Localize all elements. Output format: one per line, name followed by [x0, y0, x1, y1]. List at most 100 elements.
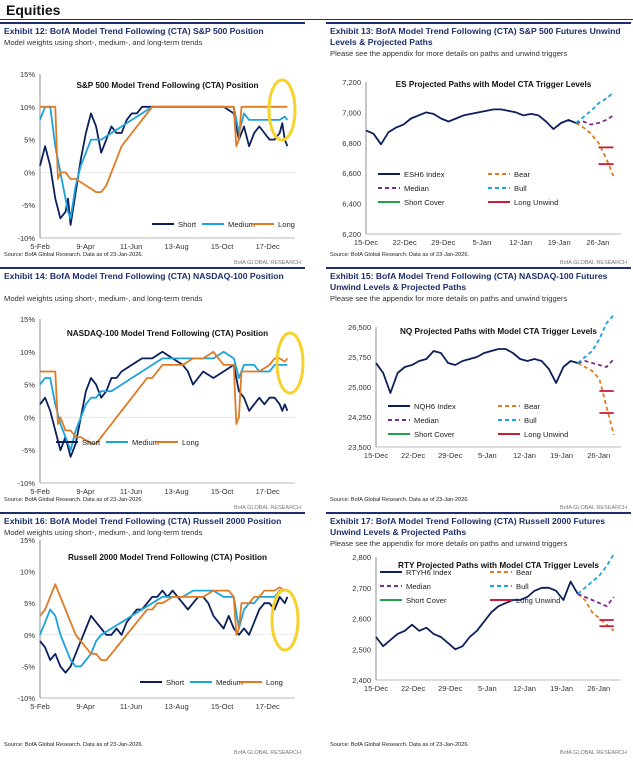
panel-rule	[0, 22, 305, 24]
legend-label-median: Median	[414, 416, 439, 425]
x-tick-label: 13-Aug	[165, 487, 189, 496]
y-tick-label: 26,500	[348, 323, 371, 332]
brand-label: BofA GLOBAL RESEARCH	[559, 505, 627, 511]
legend-label-bear: Bear	[514, 170, 531, 179]
legend-label-long-unwind: Long Unwind	[524, 430, 568, 439]
source-note: Source: BofA Global Research. Data as of…	[330, 497, 469, 503]
legend-label-medium: Medium	[228, 220, 255, 229]
legend-label-long: Long	[182, 438, 199, 447]
y-tick-label: 6,600	[342, 169, 361, 178]
y-tick-label: -5%	[22, 662, 36, 671]
chart-title: ES Projected Paths with Model CTA Trigge…	[396, 80, 592, 89]
legend-label-long: Long	[266, 678, 283, 687]
legend-label-bull: Bull	[524, 416, 537, 425]
series-long	[40, 350, 289, 445]
series-short	[39, 350, 289, 458]
series-bear	[577, 362, 615, 436]
x-tick-label: 22-Dec	[393, 238, 417, 247]
series-bear	[577, 593, 615, 632]
panel-exhibit-16: Exhibit 16: BofA Model Trend Following (…	[0, 512, 305, 757]
exhibit-subtitle: Model weights using short-, medium-, and…	[4, 528, 203, 537]
legend-label-median: Median	[404, 184, 429, 193]
legend-label-long-unwind: Long Unwind	[516, 596, 560, 605]
y-tick-label: 10%	[20, 103, 35, 112]
exhibit-title: Exhibit 13: BofA Model Trend Following (…	[330, 26, 621, 47]
y-tick-label: 6,800	[342, 139, 361, 148]
source-note: Source: BofA Global Research. Data as of…	[4, 742, 143, 748]
x-tick-label: 17-Dec	[256, 242, 280, 251]
x-tick-label: 29-Dec	[431, 238, 455, 247]
y-tick-label: 24,250	[348, 413, 371, 422]
series-short	[39, 105, 289, 226]
highlight-circle	[275, 331, 305, 395]
exhibit-title: Exhibit 12: BofA Model Trend Following (…	[4, 26, 264, 36]
source-note: Source: BofA Global Research. Data as of…	[330, 742, 469, 748]
panel-rule	[326, 22, 631, 24]
x-tick-label: 29-Dec	[438, 451, 462, 460]
y-tick-label: 25,750	[348, 353, 371, 362]
chart-title: Russell 2000 Model Trend Following (CTA)…	[68, 553, 267, 562]
y-tick-label: 25,000	[348, 383, 371, 392]
panel-rule	[0, 267, 305, 269]
chart-nasdaq-cta-position: NASDAQ-100 Model Trend Following (CTA) P…	[17, 315, 305, 496]
y-tick-label: 0%	[24, 168, 35, 177]
legend-label-bear: Bear	[516, 568, 533, 577]
panel-exhibit-14: Exhibit 14: BofA Model Trend Following (…	[0, 267, 305, 512]
panel-rule	[326, 267, 631, 269]
series-long	[40, 105, 288, 193]
x-tick-label: 15-Dec	[354, 238, 378, 247]
x-tick-label: 11-Jun	[120, 242, 142, 251]
y-tick-label: 5%	[24, 381, 35, 390]
legend-label-short-cover: Short Cover	[406, 596, 447, 605]
x-tick-label: 26-Jan	[587, 451, 610, 460]
legend-label-bull: Bull	[514, 184, 527, 193]
series-long	[39, 583, 288, 661]
exhibit-title: Exhibit 15: BofA Model Trend Following (…	[330, 271, 608, 292]
section-divider	[0, 19, 633, 20]
source-note: Source: BofA Global Research. Data as of…	[4, 497, 143, 503]
y-tick-label: 2,500	[352, 645, 371, 654]
y-tick-label: 15%	[20, 315, 35, 324]
legend-label-short-cover: Short Cover	[404, 198, 445, 207]
y-tick-label: 0%	[24, 631, 35, 640]
x-tick-label: 15-Oct	[211, 242, 234, 251]
x-tick-label: 19-Jan	[548, 238, 571, 247]
x-tick-label: 13-Aug	[165, 242, 189, 251]
y-tick-label: -5%	[22, 446, 36, 455]
x-tick-label: 26-Jan	[586, 238, 609, 247]
x-tick-label: 17-Dec	[256, 487, 280, 496]
chart-title: RTY Projected Paths with Model CTA Trigg…	[398, 561, 599, 570]
panel-exhibit-12: Exhibit 12: BofA Model Trend Following (…	[0, 22, 305, 267]
x-tick-label: 11-Jun	[120, 702, 142, 711]
series-median	[575, 114, 614, 126]
source-note: Source: BofA Global Research. Data as of…	[4, 252, 143, 258]
y-tick-label: 2,600	[352, 615, 371, 624]
legend-label-long-unwind: Long Unwind	[514, 198, 558, 207]
x-tick-label: 13-Aug	[165, 702, 189, 711]
y-tick-label: 23,500	[348, 443, 371, 452]
chart-russell-cta-position: Russell 2000 Model Trend Following (CTA)…	[17, 536, 300, 711]
x-tick-label: 15-Dec	[364, 684, 388, 693]
panel-exhibit-15: Exhibit 15: BofA Model Trend Following (…	[326, 267, 631, 512]
series-medium	[39, 105, 289, 220]
x-tick-label: 5-Feb	[30, 702, 50, 711]
legend-label-bull: Bull	[516, 582, 529, 591]
series-bear	[575, 122, 615, 177]
x-tick-label: 11-Jun	[120, 487, 142, 496]
series-bull	[577, 314, 615, 364]
exhibit-subtitle: Please see the appendix for more details…	[330, 539, 568, 548]
legend-label-long: Long	[278, 220, 295, 229]
x-tick-label: 17-Dec	[256, 702, 280, 711]
brand-label: BofA GLOBAL RESEARCH	[559, 750, 627, 756]
y-tick-label: 6,400	[342, 200, 361, 209]
x-tick-label: 26-Jan	[587, 684, 610, 693]
exhibit-subtitle: Model weights using short-, medium-, and…	[4, 294, 203, 303]
x-tick-label: 19-Jan	[550, 684, 573, 693]
legend-label-median: Median	[406, 582, 431, 591]
chart-title: NQ Projected Paths with Model CTA Trigge…	[400, 327, 597, 336]
legend-label-esh6-index: ESH6 Index	[404, 170, 445, 179]
series-short	[39, 589, 289, 674]
chart-rty-projected-paths: RTY Projected Paths with Model CTA Trigg…	[352, 553, 621, 693]
x-tick-label: 9-Apr	[76, 702, 95, 711]
brand-label: BofA GLOBAL RESEARCH	[233, 750, 301, 756]
